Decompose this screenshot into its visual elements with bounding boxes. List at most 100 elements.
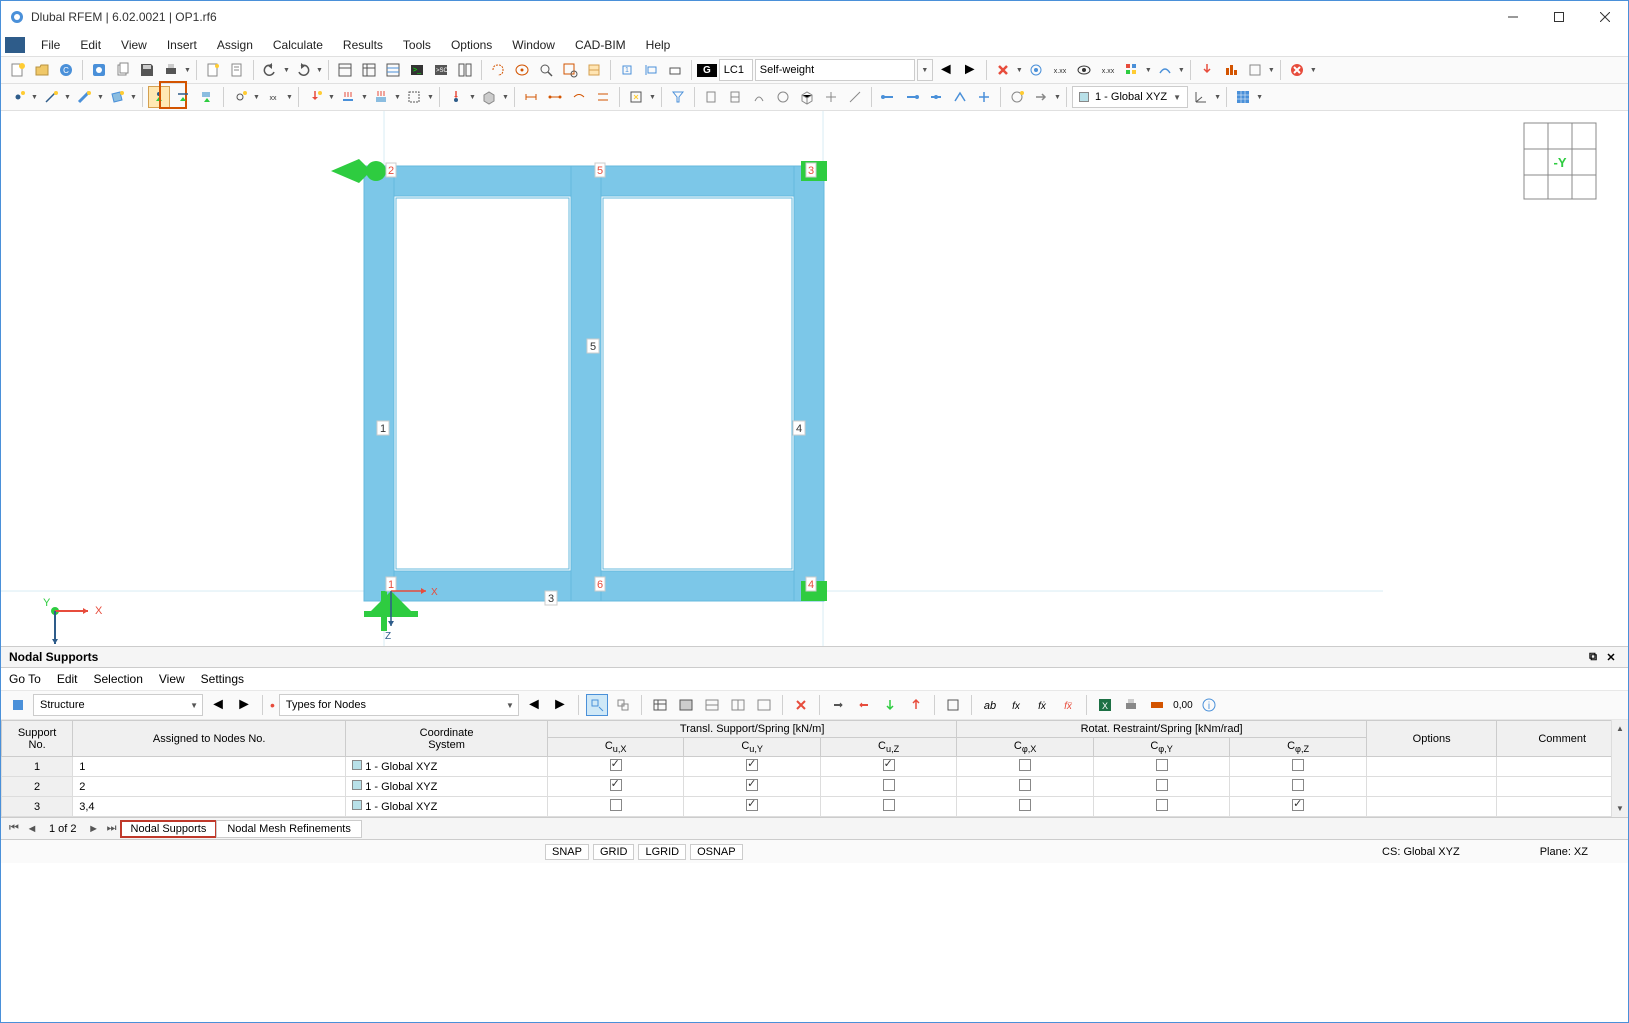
col-rot[interactable]: Rotat. Restraint/Spring [kNm/rad] [957, 721, 1366, 738]
surface-support-button[interactable] [196, 86, 218, 108]
select-button[interactable] [511, 59, 533, 81]
app-menu-icon[interactable] [5, 37, 25, 53]
xxx-button-1[interactable]: x.xx [1049, 59, 1071, 81]
new-doc-button[interactable] [202, 59, 224, 81]
export-button[interactable] [905, 694, 927, 716]
table-view-5[interactable] [753, 694, 775, 716]
cloud-button[interactable]: C [55, 59, 77, 81]
results-table-button[interactable] [382, 59, 404, 81]
loadcase-id-input[interactable] [719, 59, 753, 81]
hinge-button[interactable] [229, 86, 251, 108]
member-load-button[interactable] [337, 86, 359, 108]
menu-help[interactable]: Help [636, 33, 681, 57]
script-button[interactable]: >SC [430, 59, 452, 81]
undo-button[interactable] [259, 59, 281, 81]
panel-menu-edit[interactable]: Edit [57, 672, 78, 686]
section-view-3[interactable] [748, 86, 770, 108]
grid-settings-dropdown[interactable]: ▼ [1256, 94, 1263, 101]
load-button[interactable] [304, 86, 326, 108]
menu-file[interactable]: File [31, 33, 70, 57]
load-dropdown[interactable]: ▼ [328, 94, 335, 101]
menu-edit[interactable]: Edit [70, 33, 111, 57]
undo-dropdown[interactable]: ▼ [283, 67, 290, 74]
filter-button[interactable] [667, 86, 689, 108]
redo-button[interactable] [292, 59, 314, 81]
menu-options[interactable]: Options [441, 33, 502, 57]
panel-detach-button[interactable] [942, 694, 964, 716]
connect-button-1[interactable] [877, 86, 899, 108]
prev-loadcase-button[interactable]: ◄ [935, 59, 957, 81]
console-button[interactable]: >_ [406, 59, 428, 81]
col-cs[interactable]: Coordinate System [346, 721, 548, 757]
dimension-button-1[interactable] [520, 86, 542, 108]
nodal-load-dropdown[interactable]: ▼ [469, 94, 476, 101]
panel-close-button[interactable]: ✕ [1602, 648, 1620, 666]
menu-view[interactable]: View [111, 33, 157, 57]
col-options[interactable]: Options [1366, 721, 1497, 757]
new-model-button[interactable] [7, 59, 29, 81]
line-button[interactable] [40, 86, 62, 108]
loadcase-dropdown[interactable]: ▼ [917, 59, 933, 81]
minimize-button[interactable] [1490, 1, 1536, 33]
node-button[interactable] [7, 86, 29, 108]
delete-loads-button[interactable] [992, 59, 1014, 81]
tool-x1-dropdown[interactable]: ▼ [1268, 67, 1275, 74]
connect-button-2[interactable] [901, 86, 923, 108]
print-dropdown[interactable]: ▼ [184, 67, 191, 74]
grid-toggle[interactable]: GRID [593, 844, 635, 860]
menu-insert[interactable]: Insert [157, 33, 207, 57]
surface-dropdown[interactable]: ▼ [130, 94, 137, 101]
combo-prev-2[interactable]: ◄ [523, 694, 545, 716]
release-dropdown[interactable]: ▼ [286, 94, 293, 101]
show-loads-button[interactable] [1196, 59, 1218, 81]
tool-misc-1[interactable] [772, 86, 794, 108]
loadcase-name-input[interactable] [755, 59, 915, 81]
osnap-toggle[interactable]: OSNAP [690, 844, 743, 860]
menu-assign[interactable]: Assign [207, 33, 263, 57]
panel-menu-selection[interactable]: Selection [94, 672, 143, 686]
print-table-button[interactable] [1120, 694, 1142, 716]
arrow-tool-dropdown[interactable]: ▼ [1054, 94, 1061, 101]
release-xx-button[interactable]: xx [262, 86, 284, 108]
member-button[interactable] [73, 86, 95, 108]
imposed-dropdown[interactable]: ▼ [427, 94, 434, 101]
table-view-4[interactable] [727, 694, 749, 716]
menu-tools[interactable]: Tools [393, 33, 441, 57]
fx-button-3[interactable]: fẍ [1057, 694, 1079, 716]
table-view-1[interactable] [649, 694, 671, 716]
copy-button[interactable] [112, 59, 134, 81]
supports-table[interactable]: Support No. Assigned to Nodes No. Coordi… [1, 720, 1628, 817]
nav-prev[interactable]: ◄ [23, 820, 41, 838]
connect-button-4[interactable] [949, 86, 971, 108]
nav-cube[interactable]: -Y [1522, 121, 1598, 201]
remove-row-button[interactable] [853, 694, 875, 716]
maximize-button[interactable] [1536, 1, 1582, 33]
table-row[interactable]: 33,4 1 - Global XYZ [2, 797, 1628, 817]
line-dropdown[interactable]: ▼ [64, 94, 71, 101]
hinge-dropdown[interactable]: ▼ [253, 94, 260, 101]
col-assigned[interactable]: Assigned to Nodes No. [73, 721, 346, 757]
zoom-window-button[interactable] [559, 59, 581, 81]
excel-button[interactable]: X [1094, 694, 1116, 716]
box-button[interactable] [478, 86, 500, 108]
save-button[interactable] [136, 59, 158, 81]
panel-menu-settings[interactable]: Settings [201, 672, 244, 686]
open-button[interactable] [31, 59, 53, 81]
view-mode-dropdown[interactable]: ▼ [1178, 67, 1185, 74]
col-support-no[interactable]: Support No. [2, 721, 73, 757]
delete-row-button[interactable] [790, 694, 812, 716]
table-nav-button[interactable] [334, 59, 356, 81]
nav-last[interactable]: ⏭ [103, 820, 121, 838]
filter-table-button[interactable] [612, 694, 634, 716]
doc-button[interactable] [226, 59, 248, 81]
surface-load-dropdown[interactable]: ▼ [394, 94, 401, 101]
show-results-button[interactable] [1220, 59, 1242, 81]
table-view-2[interactable] [675, 694, 697, 716]
close-button[interactable] [1582, 1, 1628, 33]
col-cux[interactable]: Cu,X [547, 738, 683, 757]
block-manager-button[interactable] [88, 59, 110, 81]
visibility-button[interactable] [1073, 59, 1095, 81]
col-transl[interactable]: Transl. Support/Spring [kN/m] [547, 721, 956, 738]
surface-button[interactable] [106, 86, 128, 108]
units-button[interactable] [1146, 694, 1168, 716]
